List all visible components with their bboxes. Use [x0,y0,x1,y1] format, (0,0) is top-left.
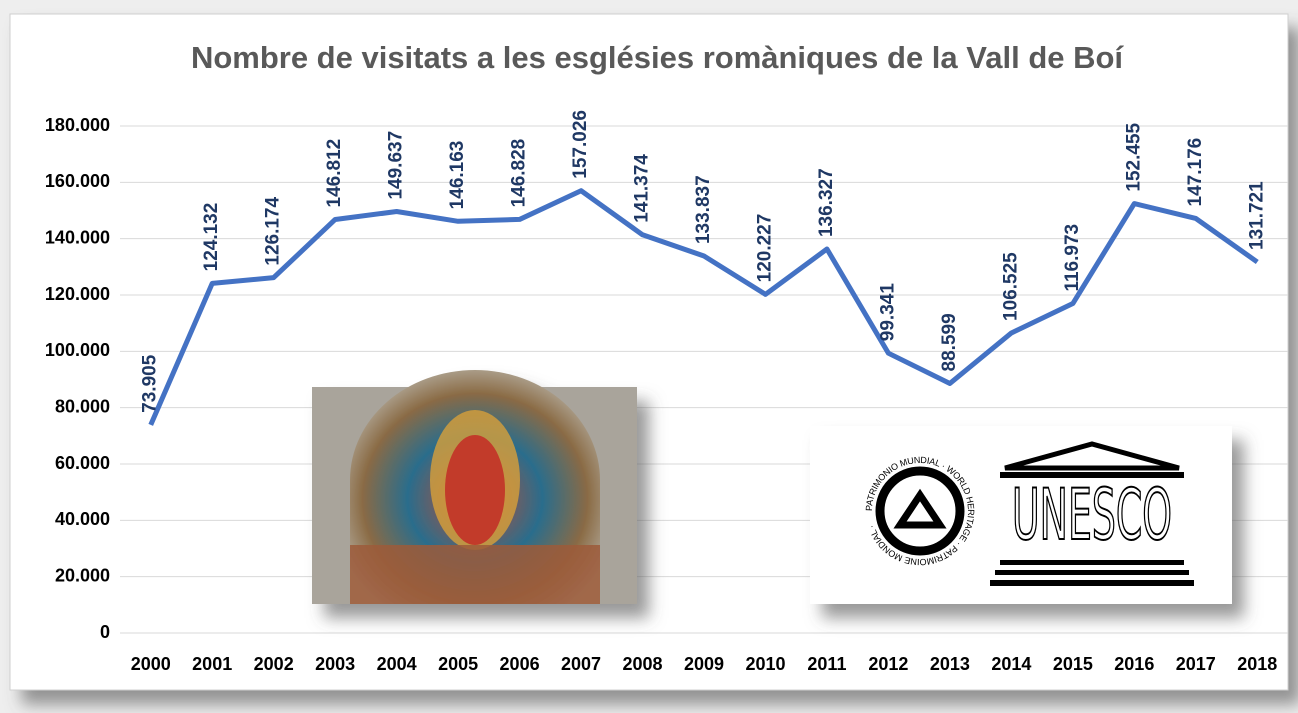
data-label: 147.176 [1185,138,1206,207]
y-tick-label: 180.000 [45,115,110,135]
y-tick-label: 160.000 [45,171,110,191]
chart-title: Nombre de visitats a les esglésies romàn… [191,40,1124,75]
x-tick-label: 2000 [131,654,171,674]
x-tick-label: 2004 [377,654,417,674]
data-label: 152.455 [1123,122,1144,191]
x-tick-label: 2010 [745,654,785,674]
y-tick-label: 80.000 [55,396,110,416]
data-label: 131.721 [1246,181,1267,250]
data-label: 120.227 [754,214,775,283]
y-tick-label: 60.000 [55,453,110,473]
x-tick-label: 2018 [1237,654,1277,674]
x-tick-label: 2009 [684,654,724,674]
data-label: 146.828 [509,139,530,208]
data-label: 99.341 [877,283,898,342]
data-label: 126.174 [263,196,284,265]
y-tick-label: 20.000 [55,565,110,585]
data-label: 141.374 [632,154,653,223]
y-tick-label: 40.000 [55,509,110,529]
x-tick-label: 2001 [192,654,232,674]
data-label: 116.973 [1062,224,1083,292]
x-tick-label: 2008 [623,654,663,674]
y-tick-label: 100.000 [45,340,110,360]
data-label: 136.327 [816,168,837,237]
data-label: 146.812 [324,139,345,208]
y-tick-label: 140.000 [45,227,110,247]
data-label: 73.905 [140,354,161,413]
x-tick-label: 2016 [1114,654,1154,674]
x-tick-label: 2002 [254,654,294,674]
data-label: 157.026 [570,110,591,179]
data-label: 88.599 [939,313,960,371]
x-tick-label: 2014 [991,654,1031,674]
x-tick-label: 2003 [315,654,355,674]
x-tick-label: 2005 [438,654,478,674]
data-label: 149.637 [386,131,407,200]
x-tick-label: 2012 [868,654,908,674]
painting [312,370,637,604]
x-tick-label: 2007 [561,654,601,674]
y-tick-label: 0 [100,622,110,642]
logo-text: UNESCO [1012,474,1172,556]
line-series [148,188,1259,426]
x-tick-label: 2017 [1176,654,1216,674]
data-label: 124.132 [201,203,222,272]
data-label: 133.837 [693,175,714,244]
data-label: 106.525 [1000,252,1021,321]
unesco-logo: PATRIMONIO MUNDIAL · WORLD HERITAGE · PA… [810,426,1232,604]
x-tick-label: 2011 [807,654,846,674]
x-tick-label: 2013 [930,654,970,674]
y-tick-label: 120.000 [45,284,110,304]
x-tick-label: 2006 [500,654,540,674]
data-label: 146.163 [447,141,468,210]
x-tick-label: 2015 [1053,654,1093,674]
